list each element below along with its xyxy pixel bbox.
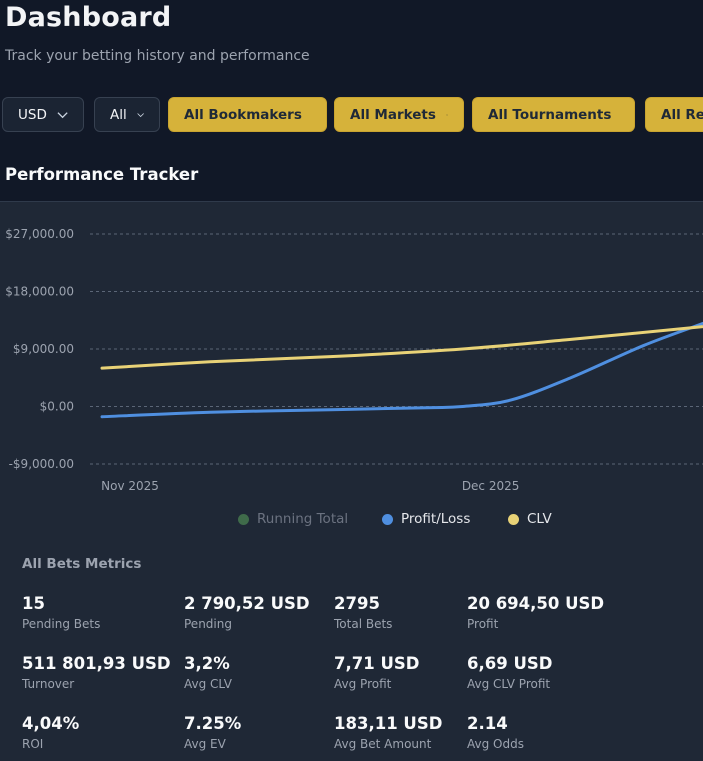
metric-label: Pending Bets: [22, 617, 101, 631]
metric-profit: 20 694,50 USD Profit: [467, 594, 604, 631]
markets-select[interactable]: All Markets: [334, 97, 464, 132]
legend-swatch-running-total: [238, 513, 249, 525]
y-tick-label: $27,000.00: [5, 227, 74, 241]
chevron-down-icon: [137, 112, 144, 117]
y-tick-label: $18,000.00: [5, 285, 74, 299]
metric-value: 7,71 USD: [334, 654, 420, 673]
y-tick-label: $0.00: [40, 400, 74, 414]
metric-label: Pending: [184, 617, 232, 631]
results-select[interactable]: All Res: [645, 97, 703, 132]
scope-select-label: All: [110, 106, 127, 123]
metric-value: 2 790,52 USD: [184, 594, 310, 613]
filter-bar: USD All All Bookmakers All Markets All T…: [2, 97, 703, 133]
y-tick-label: $9,000.00: [13, 342, 74, 356]
legend-item-clv[interactable]: CLV: [508, 511, 552, 527]
metric-label: Total Bets: [334, 617, 393, 631]
metric-value: 20 694,50 USD: [467, 594, 605, 613]
metric-label: Avg EV: [184, 737, 226, 751]
legend-swatch-profit-loss: [382, 513, 393, 525]
markets-select-label: All Markets: [350, 106, 436, 123]
section-title: Performance Tracker: [5, 165, 199, 184]
legend-swatch-clv: [508, 513, 519, 525]
metric-label: Avg CLV Profit: [467, 677, 551, 691]
chevron-down-icon: [445, 113, 448, 116]
metric-label: Avg Odds: [467, 737, 524, 751]
metric-turnover: 511 801,93 USD Turnover: [22, 654, 171, 691]
x-tick-label: Nov 2025: [101, 479, 159, 493]
bookmakers-select[interactable]: All Bookmakers: [168, 97, 327, 132]
metric-avg-clv: 3,2% Avg CLV: [184, 654, 232, 691]
metric-avg-clv-profit: 6,69 USD Avg CLV Profit: [467, 654, 552, 691]
metric-label: Avg Profit: [334, 677, 392, 691]
metric-value: 2795: [334, 594, 380, 613]
performance-chart: $27,000.00 $18,000.00 $9,000.00 $0.00 -$9,00…: [5, 227, 703, 493]
page-header: Dashboard Track your betting history and…: [0, 0, 703, 192]
series-line-profit-loss: [100, 321, 703, 419]
legend-label-running-total: Running Total: [257, 511, 349, 527]
metric-value: 7.25%: [184, 714, 242, 733]
series-line-clv: [100, 325, 703, 370]
metric-value: 15: [22, 594, 45, 613]
page-subtitle: Track your betting history and performan…: [5, 48, 310, 64]
legend-label-clv: CLV: [527, 511, 552, 527]
currency-select[interactable]: USD: [2, 97, 84, 132]
metric-label: Profit: [467, 617, 499, 631]
bookmakers-select-label: All Bookmakers: [184, 106, 302, 123]
metric-value: 3,2%: [184, 654, 230, 673]
metric-avg-odds: 2.14 Avg Odds: [467, 714, 524, 751]
metric-avg-bet-amount: 183,11 USD Avg Bet Amount: [334, 714, 442, 751]
page-title: Dashboard: [5, 2, 172, 33]
scope-select[interactable]: All: [94, 97, 160, 132]
metric-avg-profit: 7,71 USD Avg Profit: [334, 654, 419, 691]
metric-value: 511 801,93 USD: [22, 654, 171, 673]
legend-item-profit-loss[interactable]: Profit/Loss: [382, 511, 470, 527]
metric-pending-bets: 15 Pending Bets: [22, 594, 100, 631]
metrics-title: All Bets Metrics: [22, 556, 142, 572]
metric-value: 4,04%: [22, 714, 80, 733]
metric-total-bets: 2795 Total Bets: [334, 594, 392, 631]
tournaments-select[interactable]: All Tournaments: [472, 97, 635, 132]
metric-roi: 4,04% ROI: [22, 714, 79, 751]
legend-label-profit-loss: Profit/Loss: [401, 511, 471, 527]
metric-label: Avg CLV: [184, 677, 232, 691]
results-select-label: All Res: [661, 106, 703, 123]
metric-value: 183,11 USD: [334, 714, 443, 733]
metric-label: ROI: [22, 737, 44, 751]
metric-value: 6,69 USD: [467, 654, 553, 673]
chevron-down-icon: [57, 111, 68, 118]
currency-select-label: USD: [18, 106, 47, 123]
tournaments-select-label: All Tournaments: [488, 106, 612, 123]
legend-item-running-total[interactable]: Running Total: [238, 511, 348, 527]
metric-label: Avg Bet Amount: [334, 737, 432, 751]
y-tick-label: -$9,000.00: [9, 457, 74, 471]
chart-legend: Running Total Profit/Loss CLV: [0, 511, 703, 531]
metric-pending: 2 790,52 USD Pending: [184, 594, 310, 631]
x-tick-label: Dec 2025: [462, 479, 520, 493]
metric-label: Turnover: [22, 677, 75, 691]
metric-avg-ev: 7.25% Avg EV: [184, 714, 241, 751]
performance-panel: $27,000.00 $18,000.00 $9,000.00 $0.00 -$9,00…: [0, 201, 703, 761]
metric-value: 2.14: [467, 714, 508, 733]
